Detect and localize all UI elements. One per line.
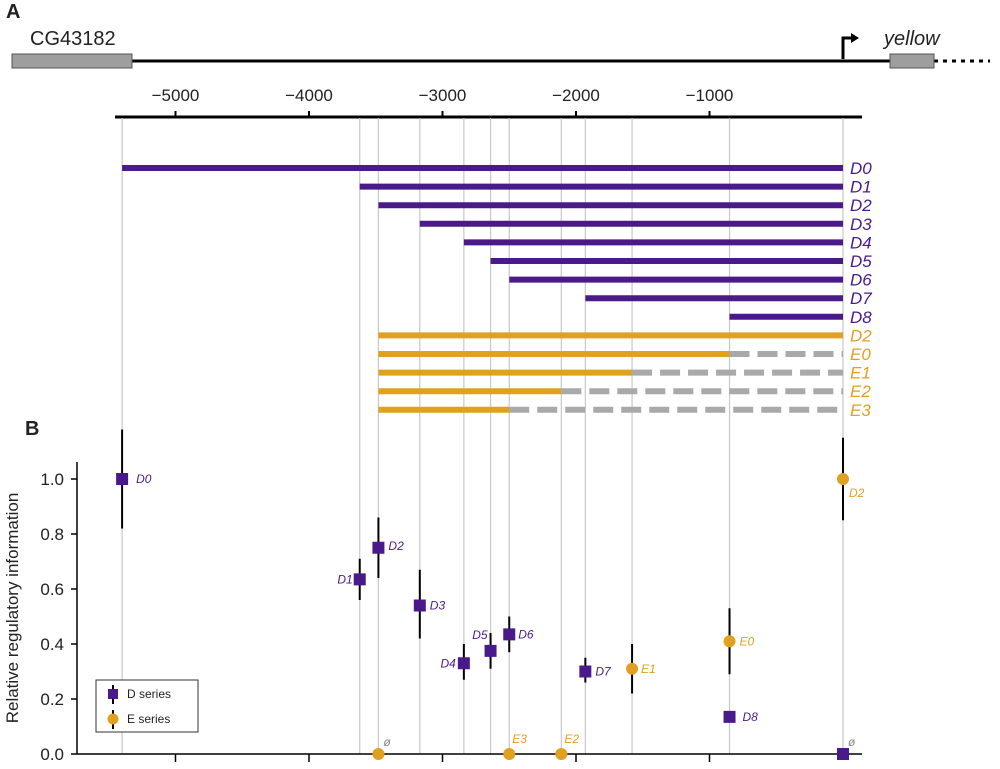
point-label: E2: [564, 732, 579, 746]
point-E0: [723, 635, 736, 648]
top-axis-tick-label: −5000: [152, 86, 200, 105]
point-D6: [503, 628, 516, 641]
panel-a-label: A: [6, 1, 20, 23]
y-tick-label: 1.0: [40, 470, 64, 489]
top-axis-tick-label: −4000: [285, 86, 333, 105]
point-D3: [413, 599, 426, 612]
gene-box-right: [889, 53, 935, 69]
construct-label: E0: [850, 345, 871, 364]
y-tick-label: 0.8: [40, 525, 64, 544]
point-label: ø: [848, 735, 856, 749]
point-E3: [503, 748, 516, 760]
legend-d-label: D series: [127, 687, 171, 701]
point-ø: [372, 748, 385, 760]
construct-label: D5: [850, 252, 872, 271]
y-tick-label: 0.0: [40, 745, 64, 764]
point-label: D7: [595, 665, 612, 679]
y-axis-title: Relative regulatory information: [3, 493, 22, 724]
point-label: D4: [441, 656, 457, 670]
point-D1: [353, 573, 366, 586]
construct-label: D7: [850, 289, 872, 308]
point-label: D6: [518, 627, 534, 641]
y-tick-label: 0.6: [40, 580, 64, 599]
construct-label: D2: [850, 196, 872, 215]
gene-label-left: CG43182: [30, 28, 116, 50]
point-label: E3: [512, 732, 527, 746]
point-D2: [372, 541, 385, 554]
top-axis: −5000 −4000 −3000 −2000 −1000: [115, 86, 862, 119]
point-label: D5: [472, 628, 488, 642]
top-axis-tick-label: −2000: [552, 86, 600, 105]
point-label: E1: [641, 662, 656, 676]
top-axis-tick-label: −1000: [686, 86, 734, 105]
panel-b-label: B: [25, 418, 39, 440]
construct-label: E1: [850, 364, 871, 383]
legend: D series E series: [95, 679, 199, 733]
y-tick-label: 0.4: [40, 635, 64, 654]
point-D5: [484, 644, 497, 657]
point-label: D2: [388, 539, 404, 553]
construct-label: D6: [850, 271, 872, 290]
gene-label-right: yellow: [882, 28, 941, 50]
point-D4: [457, 657, 470, 670]
point-label: D2: [849, 486, 865, 500]
construct-label: D4: [850, 233, 872, 252]
construct-label: E3: [850, 401, 871, 420]
point-D2: [837, 473, 849, 485]
point-E2: [555, 748, 568, 760]
point-label: D3: [430, 599, 446, 613]
point-D7: [579, 665, 592, 678]
guide-lines: [121, 118, 844, 754]
point-label: D0: [136, 472, 152, 486]
point-ø: [837, 748, 849, 760]
gene-box-left: [11, 53, 133, 69]
point-E1: [626, 662, 639, 675]
tss-arrow-icon: [841, 36, 853, 59]
construct-label: D1: [850, 178, 872, 197]
legend-e-label: E series: [127, 712, 170, 726]
construct-label: D2: [850, 326, 872, 345]
construct-label: D0: [850, 159, 872, 178]
top-axis-tick-label: −3000: [419, 86, 467, 105]
legend-d-marker-icon: [108, 689, 118, 699]
tss-arrowhead-icon: [851, 33, 859, 43]
y-tick-label: 0.2: [40, 690, 64, 709]
point-label: E0: [740, 634, 755, 648]
plot-area: 0.0 0.2 0.4 0.6 0.8 1.0 D0 D1 D2 D3 D4 D5 D6 D7 D8 ø D2 E…: [40, 429, 865, 764]
construct-label: D3: [850, 215, 872, 234]
legend-e-marker-icon: [107, 713, 119, 725]
point-D0: [116, 473, 129, 485]
point-label: D8: [743, 710, 759, 724]
point-D8: [723, 710, 736, 723]
point-label: ø: [383, 735, 391, 749]
point-label: D1: [337, 572, 352, 586]
construct-label: D8: [850, 308, 872, 327]
construct-label: E2: [850, 382, 871, 401]
